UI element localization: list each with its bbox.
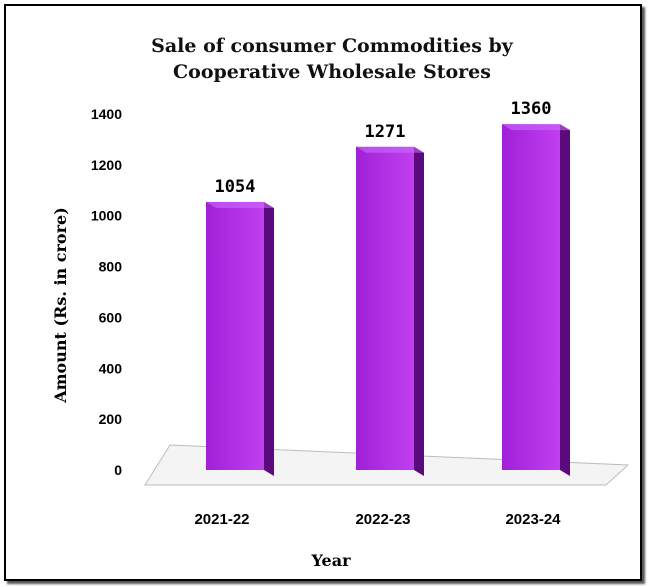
y-tick-label: 1200 <box>91 157 122 173</box>
x-tick-label: 2023-24 <box>505 511 561 528</box>
data-label: 1271 <box>365 122 406 142</box>
bar-side <box>264 201 274 477</box>
y-tick-label: 600 <box>99 309 123 325</box>
bar-side <box>560 124 570 477</box>
bar <box>206 201 264 471</box>
y-axis-label: Amount (Rs. in crore) <box>51 207 70 404</box>
y-tick-label: 200 <box>99 411 123 427</box>
data-label: 1360 <box>511 99 552 119</box>
y-tick-label: 0 <box>114 462 122 478</box>
x-tick-label: 2021-22 <box>194 511 249 528</box>
bar-top <box>502 124 570 131</box>
bar-side <box>414 146 424 476</box>
x-tick-label: 2022-23 <box>355 511 410 528</box>
bar-2023-24: 1360 <box>502 99 570 477</box>
y-axis-ticks: 0 200 400 600 800 1000 1200 1400 <box>91 106 122 478</box>
bar-2021-22: 1054 <box>206 177 274 477</box>
x-axis-label: Year <box>310 551 351 570</box>
x-axis-ticks: 2021-22 2022-23 2023-24 <box>194 511 561 528</box>
y-tick-label: 800 <box>99 259 123 275</box>
y-tick-label: 400 <box>99 360 123 376</box>
y-tick-label: 1400 <box>91 106 122 122</box>
chart-title-line-2: Cooperative Wholesale Stores <box>173 61 491 83</box>
data-label: 1054 <box>215 177 256 197</box>
bar-2022-23: 1271 <box>356 122 424 476</box>
y-tick-label: 1000 <box>91 208 122 224</box>
chart-title-line-1: Sale of consumer Commodities by <box>151 35 514 57</box>
bar <box>502 124 560 471</box>
bars: 1054 1271 1360 <box>206 99 570 477</box>
bar <box>356 146 414 470</box>
bar-top <box>206 201 274 208</box>
bar-top <box>356 146 424 153</box>
